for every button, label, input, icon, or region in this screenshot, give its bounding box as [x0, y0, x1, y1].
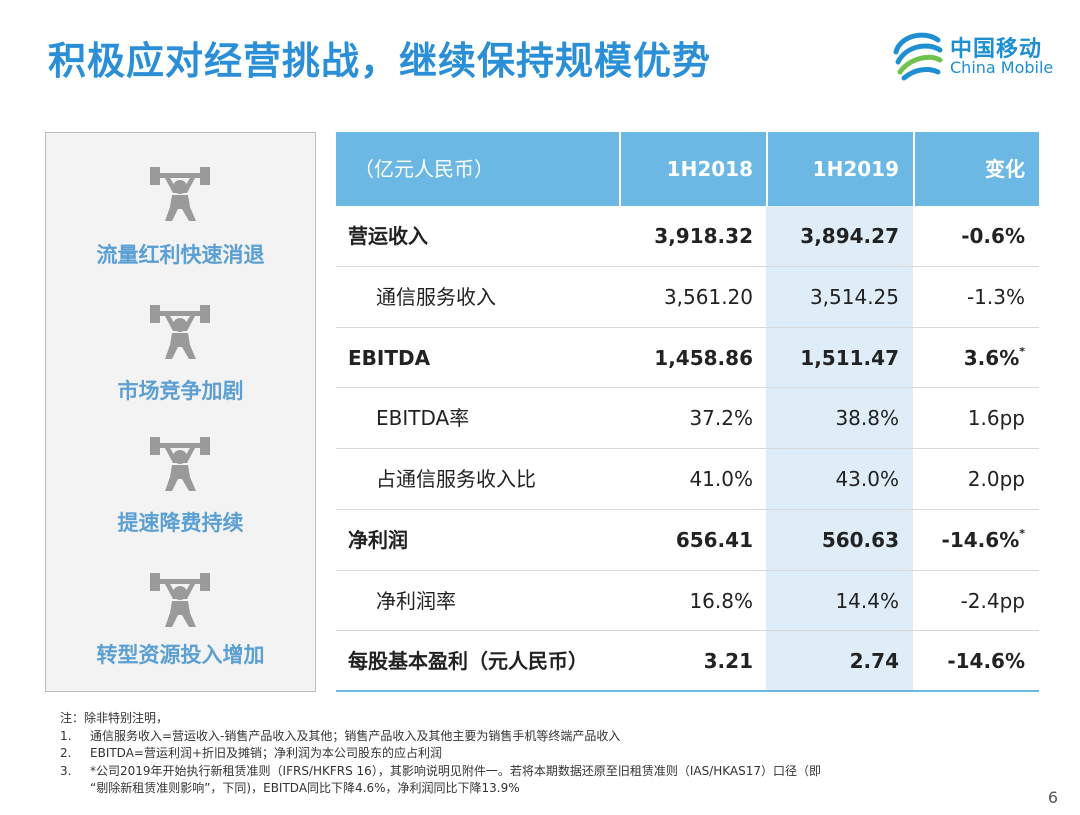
- change-text: 1.6pp: [967, 406, 1025, 431]
- logo-chinese-text: 中国移动: [950, 37, 1043, 62]
- footnote-mark: *: [1019, 344, 1025, 358]
- challenge-label: 市场竞争加剧: [117, 379, 244, 403]
- row-name: 占通信服务收入比: [376, 467, 536, 491]
- value-1h2018: 1,458.86: [654, 345, 753, 370]
- weightlifter-icon: [150, 573, 210, 627]
- row-name: EBITDA: [348, 345, 431, 370]
- header-1h2018: 1H2018: [666, 157, 753, 181]
- value-1h2018: 656.41: [675, 527, 753, 552]
- table-row: 净利润 656.41 560.63 -14.6%*: [336, 510, 1039, 571]
- value-1h2018: 16.8%: [689, 588, 753, 613]
- header-divider: [766, 132, 768, 206]
- header-divider: [619, 132, 621, 206]
- table-row: 通信服务收入 3,561.20 3,514.25 -1.3%: [336, 267, 1039, 328]
- footnote-text: EBITDA=营运利润+折旧及摊销；净利润为本公司股东的应占利润: [90, 746, 443, 760]
- challenge-label: 流量红利快速消退: [96, 243, 265, 267]
- row-name: EBITDA率: [376, 406, 470, 431]
- page-number: 6: [1047, 788, 1058, 807]
- challenge-label: 转型资源投入增加: [96, 643, 265, 667]
- header-unit: （亿元人民币）: [354, 157, 494, 181]
- value-change: 1.6pp: [968, 388, 1025, 448]
- value-change: 2.0pp: [968, 449, 1025, 509]
- value-1h2018: 3,561.20: [663, 284, 753, 309]
- value-1h2019: 560.63: [821, 527, 899, 552]
- footnote-number: 3.: [60, 763, 72, 778]
- row-name: 营运收入: [348, 224, 428, 248]
- value-1h2019: 43.0%: [835, 467, 899, 491]
- change-text: -14.6%: [941, 527, 1020, 552]
- footnote-text: 通信服务收入=营运收入-销售产品收入及其他；销售产品收入及其他主要为销售手机等终…: [90, 728, 621, 743]
- value-change: -14.6%*: [942, 510, 1025, 570]
- table-row: 净利润率 16.8% 14.4% -2.4pp: [336, 571, 1039, 632]
- value-1h2019: 2.74: [849, 649, 899, 674]
- value-1h2019: 38.8%: [835, 406, 899, 431]
- change-text: -1.3%: [966, 284, 1025, 309]
- row-name: 净利润: [348, 527, 408, 552]
- challenges-panel: 流量红利快速消退 市场竞争加剧 提速降费持续: [45, 132, 316, 692]
- header-1h2019: 1H2019: [812, 157, 899, 181]
- value-change: -2.4pp: [961, 571, 1025, 631]
- value-1h2019: 14.4%: [835, 588, 899, 613]
- header-change: 变化: [985, 157, 1025, 181]
- table-row: 营运收入 3,918.32 3,894.27 -0.6%: [336, 206, 1039, 267]
- footnote-mark: *: [1019, 526, 1025, 540]
- change-text: -14.6%: [947, 649, 1025, 674]
- footnote-continuation: “剔除新租赁准则影响”，下同)，EBITDA同比下降4.6%，净利润同比下降13…: [90, 781, 520, 795]
- weightlifter-icon: [150, 305, 210, 359]
- change-text: -0.6%: [961, 224, 1025, 248]
- change-text: -2.4pp: [960, 588, 1025, 613]
- footnote-item: 2. EBITDA=营运利润+折旧及摊销；净利润为本公司股东的应占利润: [60, 745, 821, 763]
- value-change: -1.3%: [967, 267, 1025, 327]
- header-divider: [913, 132, 915, 206]
- footnote-number: 1.: [60, 728, 72, 743]
- value-1h2018: 3,918.32: [654, 224, 753, 248]
- logo-english-text: China Mobile: [950, 58, 1054, 77]
- weightlifter-icon: [150, 437, 210, 491]
- value-1h2018: 3.21: [703, 649, 753, 674]
- value-change: -0.6%: [961, 206, 1025, 266]
- value-1h2018: 41.0%: [689, 467, 753, 491]
- challenge-label: 提速降费持续: [117, 511, 244, 535]
- financial-table: （亿元人民币） 1H2018 1H2019 变化 营运收入 3,918.32 3…: [336, 132, 1039, 692]
- table-row: 每股基本盈利（元人民币） 3.21 2.74 -14.6%: [336, 631, 1039, 692]
- change-text: 2.0pp: [967, 467, 1025, 491]
- value-change: 3.6%*: [964, 328, 1025, 388]
- change-text: 3.6%: [963, 345, 1020, 370]
- value-1h2018: 37.2%: [689, 406, 753, 431]
- highlight-column-1h2019: [766, 206, 913, 692]
- table-row: 占通信服务收入比 41.0% 43.0% 2.0pp: [336, 449, 1039, 510]
- row-name: 净利润率: [376, 588, 456, 613]
- footnote-intro: 注：除非特别注明，: [60, 711, 169, 725]
- row-name: 通信服务收入: [376, 284, 496, 309]
- footnotes: 注：除非特别注明， 1. 通信服务收入=营运收入-销售产品收入及其他；销售产品收入…: [60, 710, 821, 798]
- value-1h2019: 1,511.47: [800, 345, 899, 370]
- value-change: -14.6%: [947, 631, 1025, 691]
- table-row: EBITDA率 37.2% 38.8% 1.6pp: [336, 388, 1039, 449]
- footnote-item: 1. 通信服务收入=营运收入-销售产品收入及其他；销售产品收入及其他主要为销售手机…: [60, 728, 821, 746]
- row-name: 每股基本盈利（元人民币）: [348, 649, 588, 674]
- footnote-text: *公司2019年开始执行新租赁准则（IFRS/HKFRS 16），其影响说明见附…: [90, 763, 822, 778]
- footnote-number: 2.: [60, 746, 72, 760]
- table-row: EBITDA 1,458.86 1,511.47 3.6%*: [336, 328, 1039, 389]
- china-mobile-logo-icon: [893, 32, 943, 81]
- weightlifter-icon: [150, 167, 210, 221]
- footnote-item: 3. *公司2019年开始执行新租赁准则（IFRS/HKFRS 16），其影响说明…: [60, 763, 821, 781]
- value-1h2019: 3,894.27: [800, 224, 899, 248]
- page-title: 积极应对经营挑战，继续保持规模优势: [48, 39, 712, 83]
- value-1h2019: 3,514.25: [809, 284, 899, 309]
- china-mobile-logo: 中国移动 China Mobile: [890, 28, 1065, 84]
- table-header: （亿元人民币） 1H2018 1H2019 变化: [336, 132, 1039, 206]
